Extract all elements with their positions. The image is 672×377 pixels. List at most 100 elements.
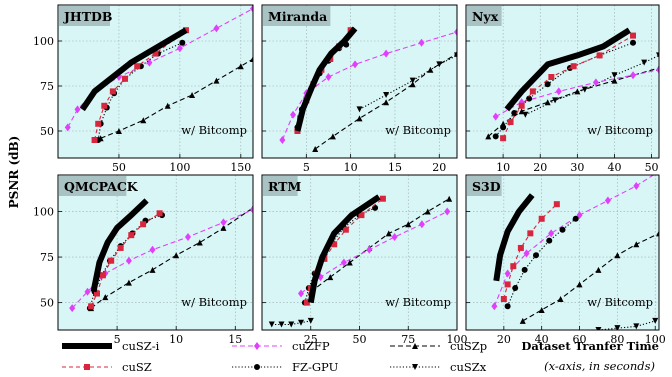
data-point-cuzfp	[548, 229, 555, 238]
series-line-cuszp	[310, 198, 450, 293]
data-point-cuzfp	[185, 233, 191, 241]
data-point-cuzfp	[418, 220, 425, 229]
chart-panel-miranda: 5 10 15 20 Miranda w/ Bitcomp	[261, 4, 458, 174]
panel-title-box	[263, 6, 331, 26]
legend-marker-cuszp	[412, 343, 418, 349]
data-point-cusz	[518, 102, 525, 109]
data-point-cuszp	[614, 252, 621, 259]
data-point-fz-gpu	[492, 133, 499, 140]
data-point-cuszp	[405, 221, 412, 228]
data-point-cuszx	[288, 321, 295, 328]
data-point-cusz	[294, 128, 301, 134]
data-point-fz-gpu	[559, 226, 566, 233]
series-group	[485, 27, 659, 142]
legend-marker-cusz	[84, 364, 90, 370]
legend-label: cuSZx	[450, 360, 487, 374]
data-point-cusz	[529, 88, 536, 95]
data-point-cuszx	[298, 319, 304, 326]
y-axis-label-text: PSNR (dB)	[7, 136, 21, 209]
data-point-cuszp	[115, 128, 122, 134]
series-line-cusz	[90, 212, 160, 307]
series-line-cusz-i	[90, 198, 149, 293]
data-point-cusz	[342, 226, 349, 233]
data-point-cusz	[510, 263, 517, 270]
data-point-fz-gpu	[546, 237, 553, 244]
x-tick-label: 150	[230, 161, 251, 174]
plot-frame	[57, 4, 254, 159]
data-point-cusz	[548, 74, 555, 80]
data-point-cuszx	[641, 59, 648, 66]
data-point-cusz	[140, 221, 147, 228]
x-tick-label: 15	[388, 161, 402, 174]
data-point-cuszp	[237, 63, 244, 70]
data-point-cuszp	[485, 133, 492, 140]
data-point-cuzfp	[366, 245, 373, 254]
panel-title: JHTDB	[63, 9, 112, 24]
data-point-cuszx	[307, 317, 314, 324]
data-point-cuzfp	[418, 38, 425, 47]
data-point-cuzfp	[491, 302, 498, 311]
chart-panel-s3d: 20 40 60 80 100 S3D w/ Bitcomp	[465, 174, 666, 346]
series-line-cuzfp	[67, 8, 253, 128]
data-point-cuszp	[329, 133, 336, 140]
data-point-cuzfp	[84, 287, 91, 296]
series-line-cuszp	[100, 58, 253, 139]
bitcomp-annotation: w/ Bitcomp	[587, 295, 653, 309]
x-tick-label: 20	[497, 333, 511, 346]
data-point-cuszx	[409, 77, 416, 84]
data-point-cuzfp	[125, 256, 132, 265]
data-point-cuszp	[149, 266, 156, 273]
bitcomp-annotation: w/ Bitcomp	[385, 295, 451, 309]
data-point-cuszx	[595, 327, 602, 330]
x-tick-label: 15	[228, 333, 242, 346]
data-point-cusz	[122, 75, 129, 82]
series-line-cuzfp	[495, 69, 659, 118]
series-line-cusz-i	[307, 194, 381, 304]
data-point-cuszp	[102, 294, 109, 301]
data-point-cusz	[109, 88, 116, 95]
x-axis-note-line2: (x-axis, in seconds)	[544, 359, 655, 373]
series-group	[64, 5, 253, 143]
y-tick-label: 50	[40, 297, 54, 310]
data-point-cuszp	[125, 279, 132, 286]
plot-frame	[261, 4, 458, 159]
data-point-cusz	[570, 63, 577, 70]
data-point-cuszp	[196, 239, 203, 246]
data-point-cuzfp	[298, 289, 304, 298]
data-point-cusz	[94, 290, 100, 297]
series-line-cuzfp	[493, 175, 655, 307]
x-tick-label: 50	[353, 333, 367, 346]
plot-area	[58, 5, 253, 158]
panel-title-box	[467, 6, 502, 26]
panel-title-box	[59, 6, 110, 26]
data-point-cuszx	[611, 72, 618, 79]
x-tick-label: 10	[496, 161, 510, 174]
panel-title-box	[263, 176, 298, 196]
data-point-cuzfp	[176, 44, 183, 53]
data-point-cuzfp	[633, 181, 640, 190]
data-point-cusz	[303, 299, 310, 306]
data-point-cuszx	[454, 52, 457, 59]
data-point-cusz	[99, 272, 106, 279]
data-point-cuzfp	[64, 123, 71, 132]
x-tick-label: 100	[645, 333, 666, 346]
plot-frame	[57, 174, 254, 331]
data-point-cusz	[527, 230, 534, 237]
series-line-cuzfp	[71, 209, 253, 309]
data-point-cuszp	[633, 241, 640, 248]
series-line-cusz-i	[504, 27, 631, 112]
data-point-cuzfp	[352, 60, 359, 69]
data-point-cusz	[117, 244, 124, 251]
data-point-fz-gpu	[526, 95, 533, 102]
plot-frame	[465, 4, 660, 159]
data-point-fz-gpu	[630, 39, 637, 46]
data-point-cuszp	[446, 195, 453, 202]
series-line-cusz-i	[79, 27, 188, 112]
data-point-cuszp	[595, 266, 602, 273]
x-tick-label: 10	[169, 333, 183, 346]
series-line-cuszp	[522, 232, 659, 322]
data-point-cuzfp	[504, 269, 511, 278]
data-point-cuszx	[268, 321, 275, 328]
data-point-cuszp	[557, 296, 564, 302]
